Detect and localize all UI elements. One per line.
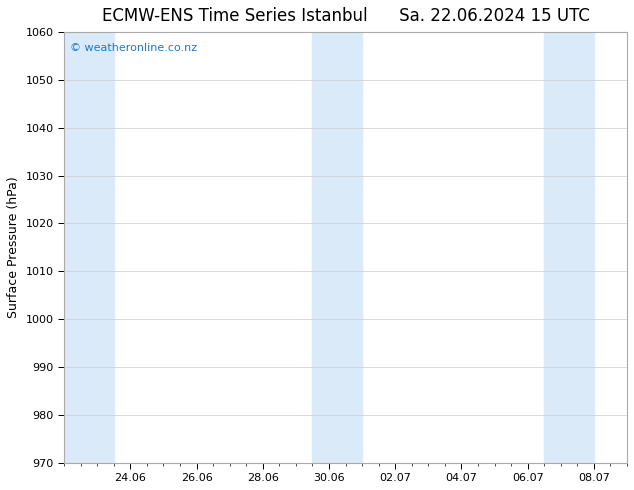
Text: © weatheronline.co.nz: © weatheronline.co.nz (70, 43, 197, 53)
Bar (313, 32, 362, 463)
Bar (544, 32, 594, 463)
Bar (64, 32, 113, 463)
Y-axis label: Surface Pressure (hPa): Surface Pressure (hPa) (7, 176, 20, 318)
Title: ECMW-ENS Time Series Istanbul      Sa. 22.06.2024 15 UTC: ECMW-ENS Time Series Istanbul Sa. 22.06.… (101, 7, 590, 25)
